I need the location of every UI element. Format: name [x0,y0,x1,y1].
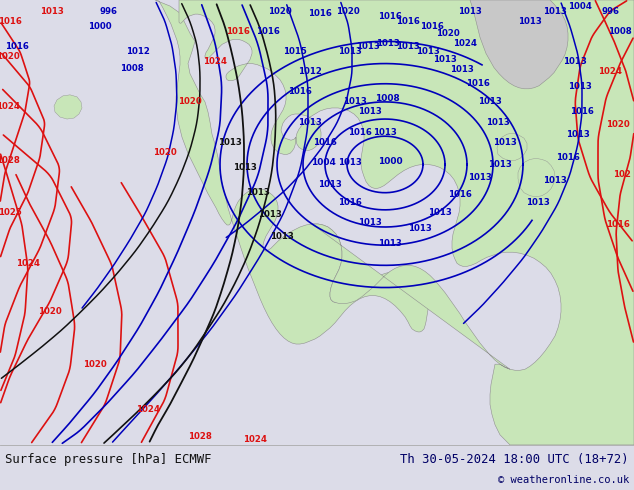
Text: 1013: 1013 [543,6,567,16]
Text: 1016: 1016 [570,107,594,117]
Text: 1013: 1013 [450,65,474,74]
Polygon shape [179,0,634,445]
Text: 1008: 1008 [608,27,632,36]
Text: 1024: 1024 [16,259,40,268]
Text: 1016: 1016 [313,138,337,147]
Text: 1020: 1020 [436,29,460,38]
Text: 1012: 1012 [126,47,150,56]
Text: 1012: 1012 [298,67,322,76]
Text: 1016: 1016 [5,42,29,51]
Text: 1016: 1016 [466,79,490,88]
Text: 1013: 1013 [338,158,362,167]
Text: 1020: 1020 [83,360,107,368]
Text: 1024: 1024 [598,67,622,76]
Polygon shape [155,0,428,344]
Text: 1028: 1028 [188,432,212,441]
Text: 1016: 1016 [378,12,402,21]
Text: 1016: 1016 [396,17,420,25]
Text: 1013: 1013 [416,47,440,56]
Text: 1013: 1013 [233,163,257,172]
Text: 1020: 1020 [606,120,630,128]
Text: 1013: 1013 [543,176,567,185]
Text: 1013: 1013 [478,98,502,106]
Text: 1013: 1013 [486,118,510,126]
Text: 1013: 1013 [270,232,294,241]
Text: 1016: 1016 [288,87,312,97]
Text: Surface pressure [hPa] ECMWF: Surface pressure [hPa] ECMWF [5,453,212,466]
Text: 1016: 1016 [348,128,372,137]
Text: 1013: 1013 [468,173,492,182]
Text: 1024: 1024 [136,405,160,414]
Text: 1013: 1013 [566,130,590,139]
Text: 1024: 1024 [243,436,267,444]
Text: 1008: 1008 [375,95,399,103]
Polygon shape [470,0,568,89]
Text: 1013: 1013 [378,239,402,247]
Text: 1013: 1013 [298,118,322,126]
Text: 1013: 1013 [408,223,432,233]
Text: 1020: 1020 [268,6,292,16]
Text: 1013: 1013 [396,42,420,51]
Text: 1013: 1013 [356,42,380,51]
Text: 1013: 1013 [428,208,452,218]
Text: 996: 996 [601,6,619,16]
Text: 1013: 1013 [358,219,382,227]
Text: 1013: 1013 [563,57,587,66]
Text: 1004: 1004 [311,158,335,167]
Text: 1013: 1013 [358,107,382,117]
Text: 1013: 1013 [376,39,400,48]
Text: 1013: 1013 [518,17,542,25]
Text: 1000: 1000 [88,22,112,31]
Text: 1020: 1020 [336,6,360,16]
Text: 102: 102 [613,170,631,179]
Text: 1024: 1024 [453,39,477,48]
Polygon shape [497,133,527,160]
Text: 1016: 1016 [226,27,250,36]
Text: 1000: 1000 [378,157,403,166]
Text: 1024: 1024 [0,102,20,111]
Polygon shape [518,158,555,196]
Text: 1025: 1025 [0,208,22,218]
Text: 1020: 1020 [0,52,20,61]
Text: 1004: 1004 [568,1,592,11]
Text: 1016: 1016 [0,17,22,25]
Text: 1016: 1016 [556,153,580,162]
Text: 1013: 1013 [318,180,342,189]
Text: 1020: 1020 [38,307,62,316]
Text: 1013: 1013 [246,188,270,197]
Text: 1013: 1013 [338,47,362,56]
Text: 1016: 1016 [606,220,630,229]
Text: 1016: 1016 [256,27,280,36]
Text: 1020: 1020 [178,98,202,106]
Text: 1028: 1028 [0,156,20,165]
Text: © weatheronline.co.uk: © weatheronline.co.uk [498,475,629,485]
Text: 1013: 1013 [343,98,367,106]
Text: 1016: 1016 [448,190,472,199]
Text: 1013: 1013 [218,138,242,147]
Text: 1024: 1024 [203,57,227,66]
Text: 1013: 1013 [488,160,512,169]
Text: 1013: 1013 [258,210,282,220]
Text: 1013: 1013 [458,6,482,16]
Text: 996: 996 [99,6,117,16]
Polygon shape [54,95,82,119]
Text: 1013: 1013 [568,82,592,91]
Text: 1013: 1013 [40,6,64,16]
Text: 1016: 1016 [308,9,332,18]
Text: Th 30-05-2024 18:00 UTC (18+72): Th 30-05-2024 18:00 UTC (18+72) [401,453,629,466]
Text: 1015: 1015 [283,47,307,56]
Text: 1013: 1013 [526,198,550,207]
Text: 1013: 1013 [433,55,457,64]
Text: 1013: 1013 [373,128,397,137]
Text: 1016: 1016 [420,22,444,31]
Text: 1008: 1008 [120,64,144,73]
Text: 1020: 1020 [153,148,177,157]
Text: 1016: 1016 [338,198,362,207]
Text: 1013: 1013 [493,138,517,147]
